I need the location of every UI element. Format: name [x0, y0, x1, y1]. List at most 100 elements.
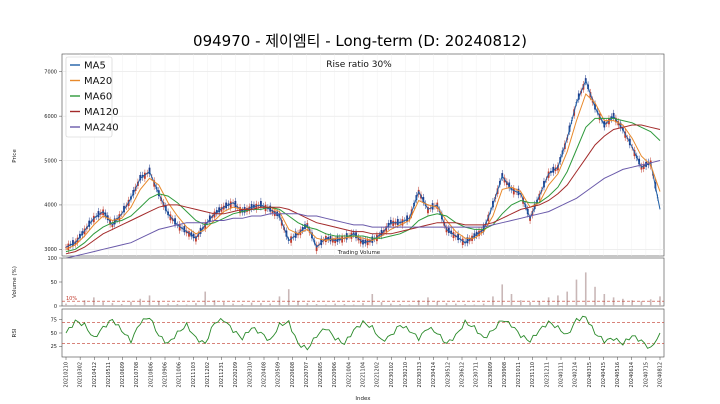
rsi-line: [65, 315, 661, 351]
candle-body: [389, 219, 392, 225]
trading-volume-label: Trading Volume: [337, 250, 381, 256]
x-axis-ticks: 20210210 20210302 20210412 20210511 20210609…: [64, 357, 664, 387]
volume-bar: [417, 300, 420, 306]
x-tick-label: 20220906: [332, 362, 338, 387]
x-tick-label: 20210708: [134, 362, 140, 387]
candle-body: [552, 166, 555, 173]
volume-bar: [594, 286, 596, 306]
x-tick-label: 20211103: [191, 362, 197, 387]
candle-body: [371, 236, 374, 243]
candle-body: [392, 220, 395, 226]
x-tick-label: 20210906: [163, 362, 169, 387]
candle-body: [401, 219, 404, 226]
volume-bar: [547, 297, 550, 306]
volume-bar: [557, 295, 559, 306]
volume-y-tick-label: 100: [47, 256, 57, 262]
volume-bar: [455, 303, 457, 306]
volume-bars: [62, 272, 664, 306]
volume-bar: [529, 302, 531, 306]
volume-bar: [501, 284, 504, 306]
price-y-label: Price: [12, 149, 18, 163]
volume-bar: [232, 303, 234, 306]
volume-bar: [482, 303, 485, 306]
candle-body: [72, 240, 74, 247]
volume-bar: [158, 301, 160, 306]
legend-label-ma120: MA120: [84, 107, 119, 118]
candle-body: [65, 247, 67, 248]
candle-body: [294, 231, 297, 238]
price-y-tick-label: 6000: [44, 114, 57, 120]
chart-legend: MA5 MA20 MA60 MA120 MA240: [65, 56, 119, 138]
rise-ratio-annotation: Rise ratio 30%: [326, 60, 392, 70]
volume-bar: [649, 299, 652, 306]
candle-body: [427, 207, 429, 214]
price-y-tick-label: 3000: [44, 247, 57, 253]
volume-bar: [343, 304, 346, 306]
candle-body: [512, 188, 515, 195]
volume-bar: [436, 301, 439, 306]
volume-bar: [371, 294, 374, 306]
rsi-y-tick-label: 75: [51, 317, 57, 323]
volume-bar: [631, 300, 633, 306]
candle-body: [195, 236, 197, 242]
candle-body: [642, 164, 645, 170]
volume-bar: [362, 303, 364, 306]
volume-bar: [222, 302, 225, 306]
candle-body: [183, 226, 186, 233]
candle-body: [447, 227, 450, 233]
volume-bar: [584, 272, 587, 306]
volume-bar: [250, 302, 253, 306]
x-tick-label: 20240315: [587, 362, 593, 387]
price-series-group: [65, 79, 661, 259]
candle-body: [452, 232, 455, 239]
volume-bar: [185, 304, 188, 306]
candle-body: [269, 205, 272, 212]
candle-body: [355, 232, 357, 239]
x-tick-label: 20211202: [205, 362, 211, 387]
volume-bar: [287, 289, 290, 306]
volume-bar: [260, 303, 262, 306]
volume-panel-frame: [61, 257, 665, 307]
x-tick-label: 20240812: [658, 362, 664, 387]
x-tick-label: 20211006: [177, 362, 183, 387]
x-tick-label: 20220509: [276, 362, 282, 387]
candle-body: [517, 188, 520, 196]
volume-bar: [315, 304, 318, 306]
volume-bar: [612, 297, 615, 306]
volume-bar: [640, 301, 643, 306]
x-tick-label: 20240614: [629, 362, 635, 387]
volume-bar: [93, 297, 95, 306]
candle-body: [329, 236, 332, 242]
x-tick-label: 20220608: [290, 362, 296, 387]
volume-y-tick-label: 0: [54, 304, 57, 310]
volume-bar: [390, 303, 392, 306]
x-tick-label: 20240214: [573, 362, 579, 387]
volume-bar: [74, 304, 77, 306]
legend-label-ma60: MA60: [84, 92, 112, 103]
legend-label-ma5: MA5: [84, 61, 106, 72]
x-tick-label: 20231011: [516, 362, 522, 387]
candle-body: [229, 201, 232, 208]
x-tick-label: 20240415: [601, 362, 607, 387]
volume-bar: [148, 295, 151, 306]
candle-body: [248, 206, 251, 212]
volume-bar: [176, 304, 179, 306]
price-y-tick-label: 4000: [44, 203, 57, 209]
legend-label-ma20: MA20: [84, 76, 112, 87]
price-y-tick-label: 5000: [44, 158, 57, 164]
candle-body: [478, 230, 480, 237]
volume-bar: [473, 304, 476, 306]
candle-body: [218, 207, 221, 213]
legend-box: [65, 56, 113, 138]
rsi-lines: [62, 315, 664, 351]
x-tick-label: 20220408: [262, 362, 268, 387]
x-tick-label: 20221202: [375, 362, 381, 387]
x-tick-label: 20231110: [530, 362, 536, 387]
x-tick-label: 20240715: [643, 362, 649, 387]
volume-bar: [622, 298, 624, 306]
series-line-ma60: [65, 117, 661, 253]
volume-bar: [83, 300, 86, 306]
x-tick-label: 20230512: [445, 362, 451, 387]
x-tick-label: 20240111: [559, 362, 565, 387]
